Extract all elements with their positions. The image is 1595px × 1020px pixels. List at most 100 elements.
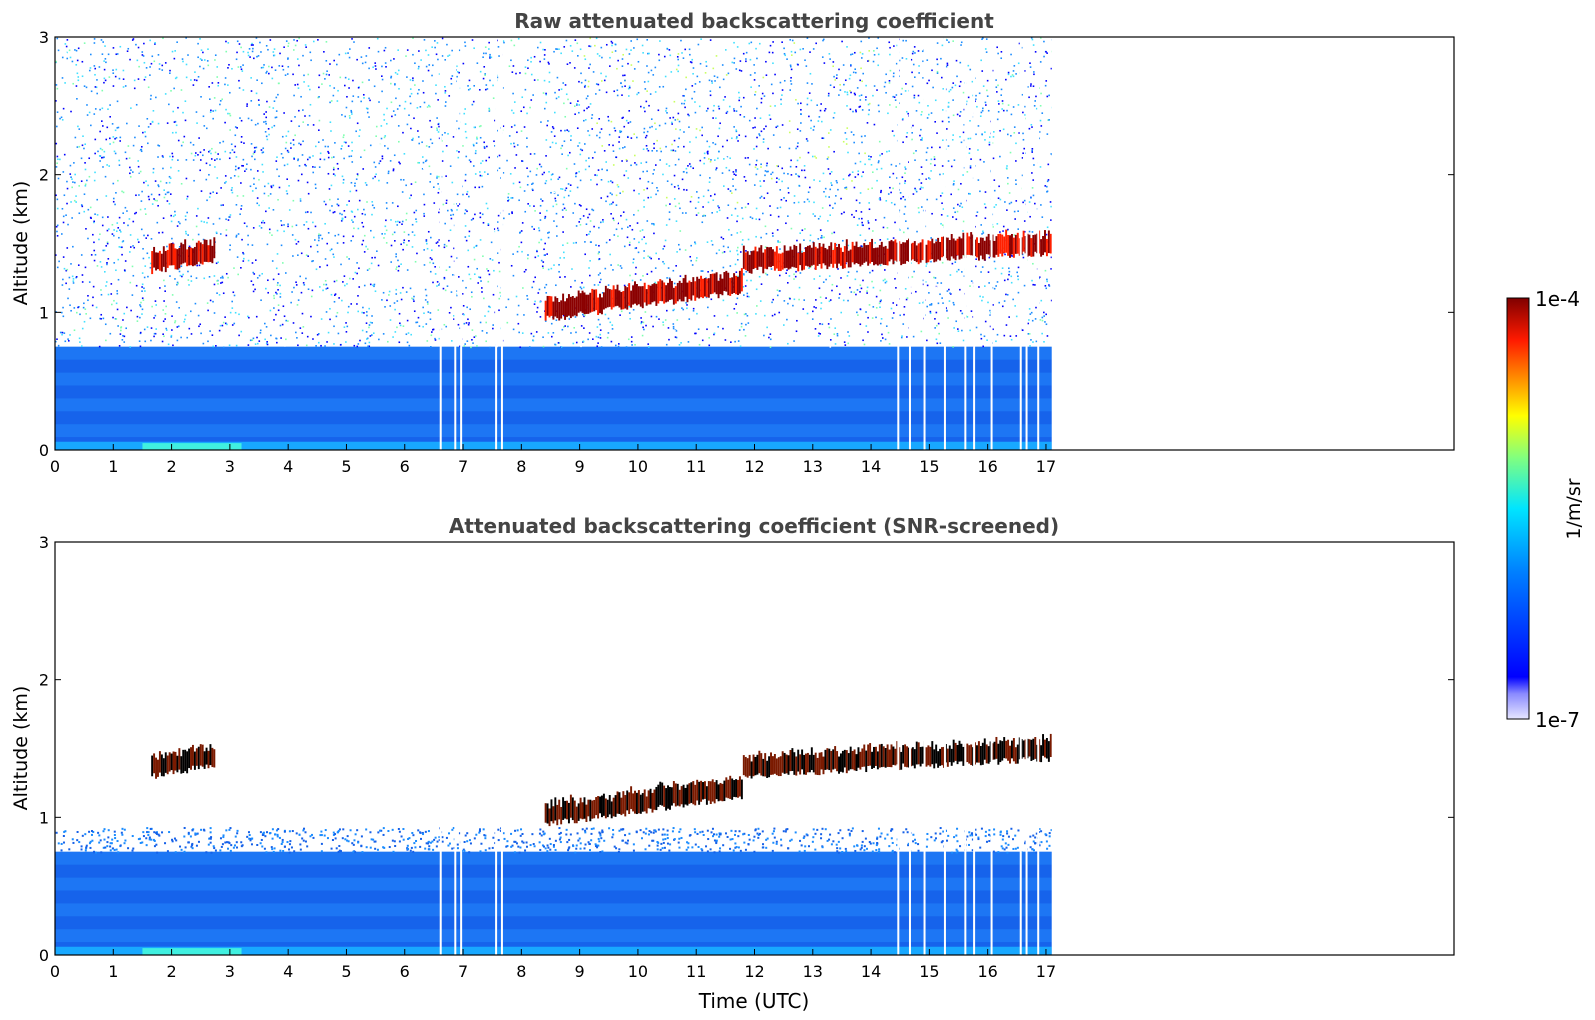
noise-speckle	[654, 91, 657, 93]
noise-speckle	[1033, 73, 1035, 76]
noise-speckle	[1015, 315, 1018, 318]
noise-speckle	[654, 66, 657, 69]
noise-speckle	[302, 140, 304, 143]
noise-speckle	[795, 173, 797, 175]
noise-speckle	[707, 152, 709, 155]
noise-speckle	[665, 196, 668, 199]
noise-speckle	[527, 254, 529, 256]
noise-speckle	[774, 105, 776, 107]
noise-speckle	[927, 104, 929, 107]
noise-speckle	[855, 293, 857, 296]
noise-speckle	[283, 315, 286, 318]
noise-speckle	[718, 249, 721, 251]
noise-speckle	[587, 130, 589, 132]
noise-speckle	[135, 211, 137, 214]
noise-speckle	[171, 131, 174, 134]
noise-speckle	[371, 204, 374, 207]
noise-speckle	[416, 252, 418, 255]
noise-speckle	[93, 220, 95, 223]
noise-speckle	[348, 87, 350, 89]
noise-speckle	[200, 96, 202, 98]
noise-speckle	[327, 145, 329, 148]
noise-speckle	[311, 260, 313, 263]
noise-speckle	[388, 290, 391, 293]
noise-speckle	[812, 130, 814, 132]
noise-speckle	[611, 51, 614, 53]
noise-speckle	[516, 144, 519, 146]
noise-speckle	[512, 253, 514, 255]
noise-speckle	[284, 345, 286, 347]
noise-speckle	[104, 58, 107, 60]
noise-speckle	[302, 109, 304, 111]
noise-speckle	[452, 274, 454, 276]
noise-speckle	[606, 336, 609, 339]
noise-speckle	[956, 75, 958, 78]
noise-speckle	[192, 84, 195, 86]
noise-speckle	[859, 284, 862, 287]
noise-speckle	[1015, 179, 1017, 181]
noise-speckle	[302, 54, 304, 57]
noise-speckle	[754, 117, 756, 119]
noise-speckle	[905, 58, 908, 60]
noise-speckle	[755, 313, 757, 315]
noise-speckle	[136, 261, 138, 264]
noise-speckle	[1023, 199, 1026, 202]
noise-speckle	[483, 171, 486, 173]
noise-speckle	[930, 158, 933, 161]
noise-speckle	[282, 156, 284, 159]
noise-speckle	[374, 62, 377, 64]
noise-speckle	[357, 86, 360, 89]
noise-speckle	[403, 107, 406, 110]
noise-speckle	[857, 314, 859, 316]
noise-speckle	[832, 116, 835, 119]
noise-speckle	[154, 300, 157, 302]
noise-speckle	[481, 287, 483, 289]
noise-speckle	[596, 53, 599, 55]
noise-speckle	[465, 155, 468, 158]
noise-speckle	[536, 249, 538, 252]
noise-speckle	[966, 74, 969, 77]
noise-speckle	[827, 92, 830, 95]
noise-speckle	[278, 82, 280, 85]
noise-speckle	[67, 338, 69, 340]
noise-speckle	[483, 147, 486, 149]
noise-speckle	[221, 324, 224, 327]
noise-speckle	[679, 275, 682, 277]
noise-speckle	[250, 143, 253, 145]
noise-speckle	[563, 196, 566, 199]
noise-speckle	[144, 209, 147, 212]
noise-speckle	[61, 207, 64, 210]
noise-speckle	[855, 110, 857, 113]
noise-speckle	[91, 304, 94, 307]
noise-speckle	[814, 155, 816, 158]
noise-speckle	[759, 117, 762, 119]
noise-speckle	[563, 257, 565, 259]
noise-speckle	[577, 100, 579, 102]
noise-speckle	[408, 114, 410, 117]
noise-speckle	[655, 193, 657, 196]
noise-speckle	[373, 236, 375, 239]
noise-speckle	[384, 225, 387, 228]
noise-speckle	[812, 129, 815, 131]
noise-speckle	[732, 185, 734, 187]
noise-speckle	[174, 210, 176, 213]
noise-speckle	[813, 306, 815, 308]
noise-speckle	[970, 158, 972, 160]
noise-speckle	[858, 95, 861, 97]
noise-speckle	[241, 70, 244, 72]
noise-speckle	[254, 150, 256, 152]
noise-speckle	[215, 344, 217, 347]
noise-speckle	[601, 168, 603, 171]
noise-speckle	[116, 292, 119, 295]
noise-speckle	[627, 177, 630, 179]
noise-speckle	[662, 248, 664, 250]
noise-speckle	[713, 333, 715, 336]
noise-speckle	[760, 337, 763, 340]
noise-speckle	[597, 342, 599, 344]
noise-speckle	[70, 263, 72, 265]
noise-speckle	[311, 289, 314, 292]
noise-speckle	[403, 231, 406, 233]
noise-speckle	[507, 193, 510, 195]
noise-speckle	[282, 68, 285, 71]
noise-speckle	[356, 262, 358, 264]
